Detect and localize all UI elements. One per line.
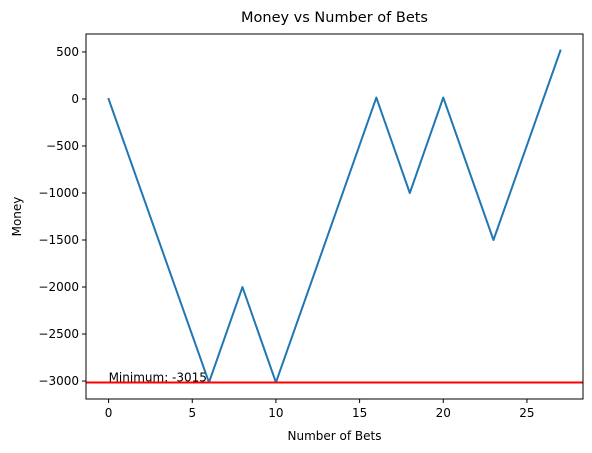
x-tick-label: 5 (188, 406, 196, 420)
y-tick-label: −500 (46, 139, 79, 153)
y-tick-label: −1000 (38, 186, 79, 200)
x-axis-ticks: 0 5 10 15 20 25 (105, 399, 535, 420)
y-tick-label: −2000 (38, 280, 79, 294)
y-axis-ticks: −3000 −2500 −2000 −1500 −1000 −500 0 500 (38, 45, 86, 388)
x-tick-label: 0 (105, 406, 113, 420)
x-tick-label: 20 (436, 406, 451, 420)
series-line (107, 49, 562, 384)
y-tick-label: −1500 (38, 233, 79, 247)
plot-frame (85, 33, 584, 400)
minimum-annotation: Minimum: -3015 (109, 370, 207, 384)
y-axis-label: Money (10, 197, 24, 237)
y-tick-label: −2500 (38, 327, 79, 341)
x-tick-label: 25 (519, 406, 534, 420)
series-layer (107, 49, 562, 384)
x-axis-label: Number of Bets (288, 429, 382, 443)
x-tick-label: 15 (352, 406, 367, 420)
x-tick-label: 10 (268, 406, 283, 420)
y-tick-label: 500 (56, 45, 79, 59)
y-tick-label: 0 (71, 92, 79, 106)
chart-title: Money vs Number of Bets (241, 10, 428, 26)
y-tick-label: −3000 (38, 374, 79, 388)
